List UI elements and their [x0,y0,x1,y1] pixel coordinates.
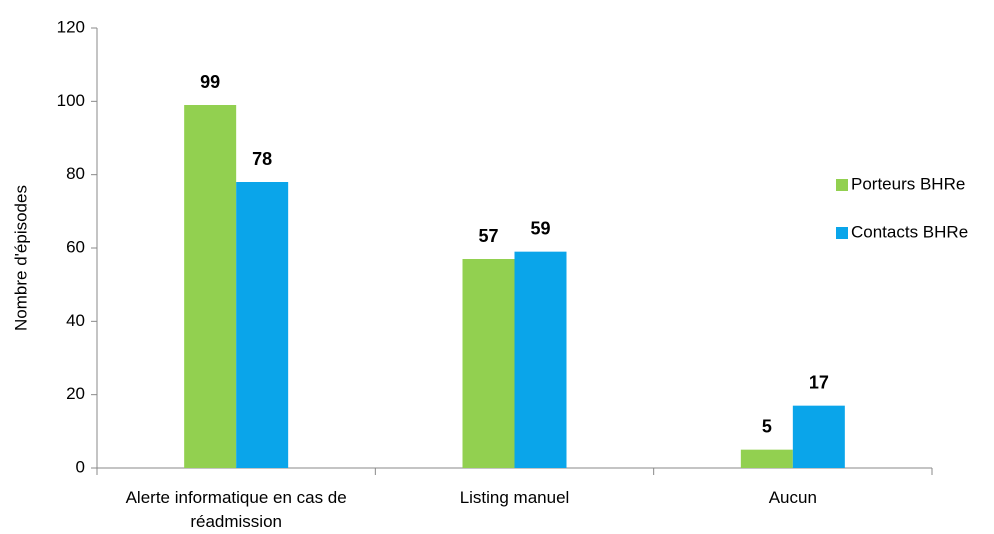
value-label: 78 [252,149,272,169]
bar [462,259,515,468]
y-axis-label: Nombre d'épisodes [11,185,30,331]
value-label: 17 [809,372,829,392]
bar [236,182,289,468]
y-tick-label: 40 [66,311,85,330]
value-label: 59 [530,218,550,238]
y-tick-label: 120 [57,17,85,36]
bar [740,449,793,468]
value-label: 99 [200,72,220,92]
x-tick-label: Listing manuel [459,488,570,507]
y-tick-label: 20 [66,384,85,403]
x-tick-label: Alerte informatique en cas de réadmissio… [125,488,347,531]
x-tick-label: Aucun [768,488,817,507]
legend-label: Contacts BHRe [851,222,968,241]
bar [792,405,845,468]
legend-label: Porteurs BHRe [851,174,965,193]
y-tick-label: 80 [66,164,85,183]
value-label: 5 [762,416,772,436]
value-label: 57 [478,226,498,246]
bar [184,105,237,468]
y-tick-label: 100 [57,91,85,110]
legend-swatch [836,227,848,239]
y-tick-label: 60 [66,237,85,256]
bar [514,251,567,468]
y-tick-label: 0 [76,457,85,476]
legend-swatch [836,179,848,191]
